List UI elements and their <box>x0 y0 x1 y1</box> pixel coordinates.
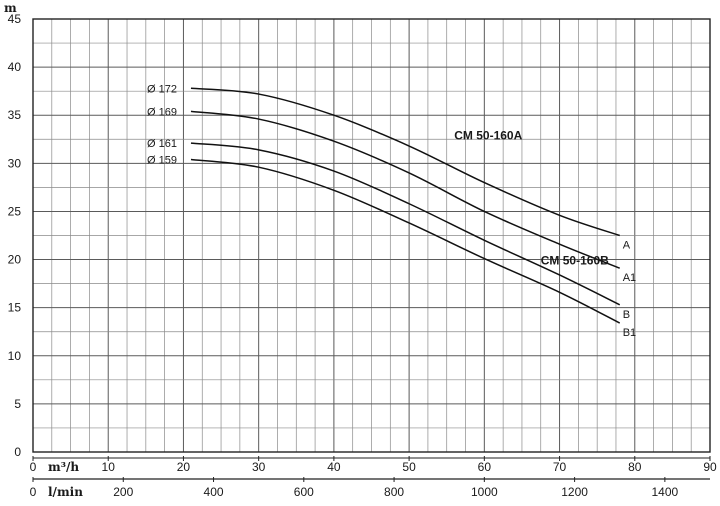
x-tick-label: 80 <box>628 460 642 474</box>
curve-end-label: A1 <box>623 272 636 284</box>
curve-b1 <box>190 158 621 324</box>
y-tick-label: 25 <box>8 204 22 218</box>
x-tick-label: 40 <box>327 460 341 474</box>
curves <box>190 87 621 324</box>
curve-end-label: B1 <box>623 327 636 339</box>
plot-frame <box>32 18 711 453</box>
x-tick-label: 30 <box>252 460 266 474</box>
y-tick-label: 30 <box>8 156 22 170</box>
x-tick-label: 20 <box>177 460 191 474</box>
diameter-label: Ø 172 <box>147 83 177 95</box>
model-annotation: CM 50-160A <box>454 128 522 142</box>
y-tick-label: 10 <box>8 349 22 363</box>
y-tick-label: 15 <box>8 301 22 315</box>
x-tick-label: 10 <box>102 460 116 474</box>
x2-axis-label: l/min <box>48 485 83 499</box>
x2-tick-label: 1200 <box>561 485 588 499</box>
x-tick-label: 90 <box>703 460 717 474</box>
y-tick-label: 45 <box>8 12 22 26</box>
x2-tick-label: 0 <box>30 485 37 499</box>
curve-end-label: A <box>623 240 631 252</box>
grid <box>32 18 711 453</box>
x2-tick-label: 200 <box>113 485 133 499</box>
diameter-label: Ø 161 <box>147 138 177 150</box>
labels: Ø 172 A Ø 169 A1 Ø 161 B Ø 159 B1 CM 50-160A CM 5… <box>147 83 636 339</box>
x2-tick-label: 800 <box>384 485 404 499</box>
curve-b <box>190 142 621 306</box>
x2-tick-label: 400 <box>204 485 224 499</box>
y-axis-label: m <box>4 1 17 15</box>
axes: 0 5 10 15 20 25 30 35 40 45m 0 10 20 30 40 50 60 70 80 90 m³… <box>4 1 717 499</box>
x2-tick-label: 1400 <box>652 485 679 499</box>
x-tick-label: 60 <box>478 460 492 474</box>
x2-tick-label: 1000 <box>471 485 498 499</box>
curve-end-label: B <box>623 309 630 321</box>
y-tick-label: 20 <box>8 253 22 267</box>
x-tick-label: 70 <box>553 460 567 474</box>
x-axis-label: m³/h <box>48 460 79 474</box>
y-tick-label: 0 <box>14 445 21 459</box>
x-tick-label: 0 <box>30 460 37 474</box>
diameter-label: Ø 159 <box>147 154 177 166</box>
y-tick-label: 40 <box>8 60 22 74</box>
model-annotation: CM 50-160B <box>541 253 609 267</box>
y-tick-label: 5 <box>14 397 21 411</box>
diameter-label: Ø 169 <box>147 106 177 118</box>
x-tick-label: 50 <box>402 460 416 474</box>
curve-a1 <box>190 110 621 269</box>
curve-a <box>190 87 620 237</box>
x2-tick-label: 600 <box>294 485 314 499</box>
y-tick-label: 35 <box>8 108 22 122</box>
